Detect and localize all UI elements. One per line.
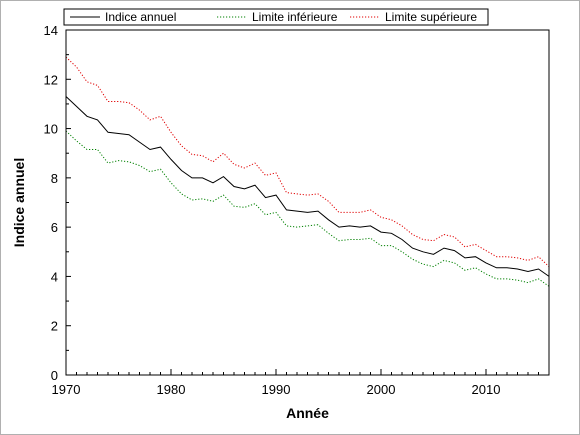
- y-tick-label: 8: [51, 171, 58, 186]
- legend: Indice annuel Limite inférieure Limite sup…: [63, 8, 489, 26]
- y-tick-label: 6: [51, 220, 58, 235]
- y-axis-title: Indice annuel: [11, 158, 27, 247]
- legend-label-0: Indice annuel: [105, 10, 176, 24]
- x-axis-title: Année: [286, 405, 329, 421]
- legend-box: [63, 8, 489, 26]
- x-tick-label: 1990: [262, 382, 291, 397]
- series-line-1: [65, 130, 550, 287]
- plot-area: [65, 29, 550, 376]
- y-tick-label: 14: [44, 23, 58, 38]
- y-tick-label: 12: [44, 72, 58, 87]
- legend-label-1: Limite inférieure: [252, 10, 338, 24]
- series-line-0: [65, 96, 550, 277]
- y-tick-label: 2: [51, 319, 58, 334]
- legend-label-2: Limite supérieure: [385, 10, 477, 24]
- axis-ticks: 0 2 4 6 8 10 12 14 1970 1980 1990 2000 2010: [44, 23, 550, 397]
- x-tick-label: 2010: [472, 382, 501, 397]
- x-tick-label: 1980: [157, 382, 186, 397]
- y-tick-label: 10: [44, 122, 58, 137]
- x-tick-label: 2000: [367, 382, 396, 397]
- y-tick-label: 4: [51, 269, 58, 284]
- series-line-2: [65, 56, 550, 267]
- series-lines: [65, 56, 550, 287]
- y-tick-label: 0: [51, 368, 58, 383]
- x-tick-label: 1970: [52, 382, 81, 397]
